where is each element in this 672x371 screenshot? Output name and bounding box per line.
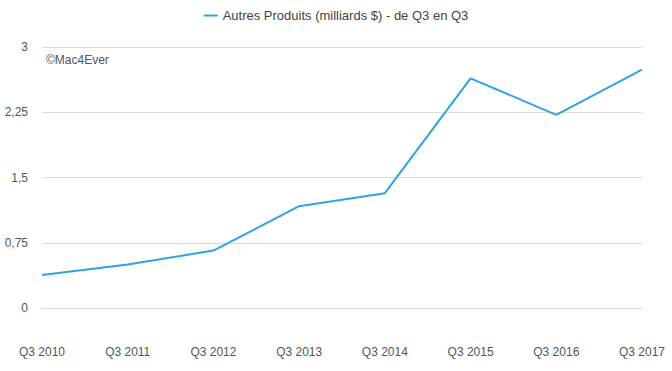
- svg-text:Q3 2010: Q3 2010: [19, 345, 65, 359]
- svg-text:Autres Produits (milliards $): Autres Produits (milliards $) - de Q3 en…: [223, 8, 469, 23]
- svg-text:Q3 2013: Q3 2013: [276, 345, 322, 359]
- svg-text:Q3 2012: Q3 2012: [190, 345, 236, 359]
- svg-text:Q3 2017: Q3 2017: [619, 345, 665, 359]
- svg-text:Q3 2014: Q3 2014: [362, 345, 408, 359]
- svg-text:1,5: 1,5: [11, 171, 28, 185]
- svg-text:Q3 2015: Q3 2015: [448, 345, 494, 359]
- svg-text:0,75: 0,75: [5, 236, 29, 250]
- svg-text:©Mac4Ever: ©Mac4Ever: [46, 53, 109, 67]
- svg-text:0: 0: [21, 301, 28, 315]
- svg-text:Q3 2011: Q3 2011: [105, 345, 150, 359]
- svg-text:3: 3: [21, 40, 28, 54]
- svg-text:2,25: 2,25: [5, 105, 29, 119]
- svg-text:Q3 2016: Q3 2016: [533, 345, 579, 359]
